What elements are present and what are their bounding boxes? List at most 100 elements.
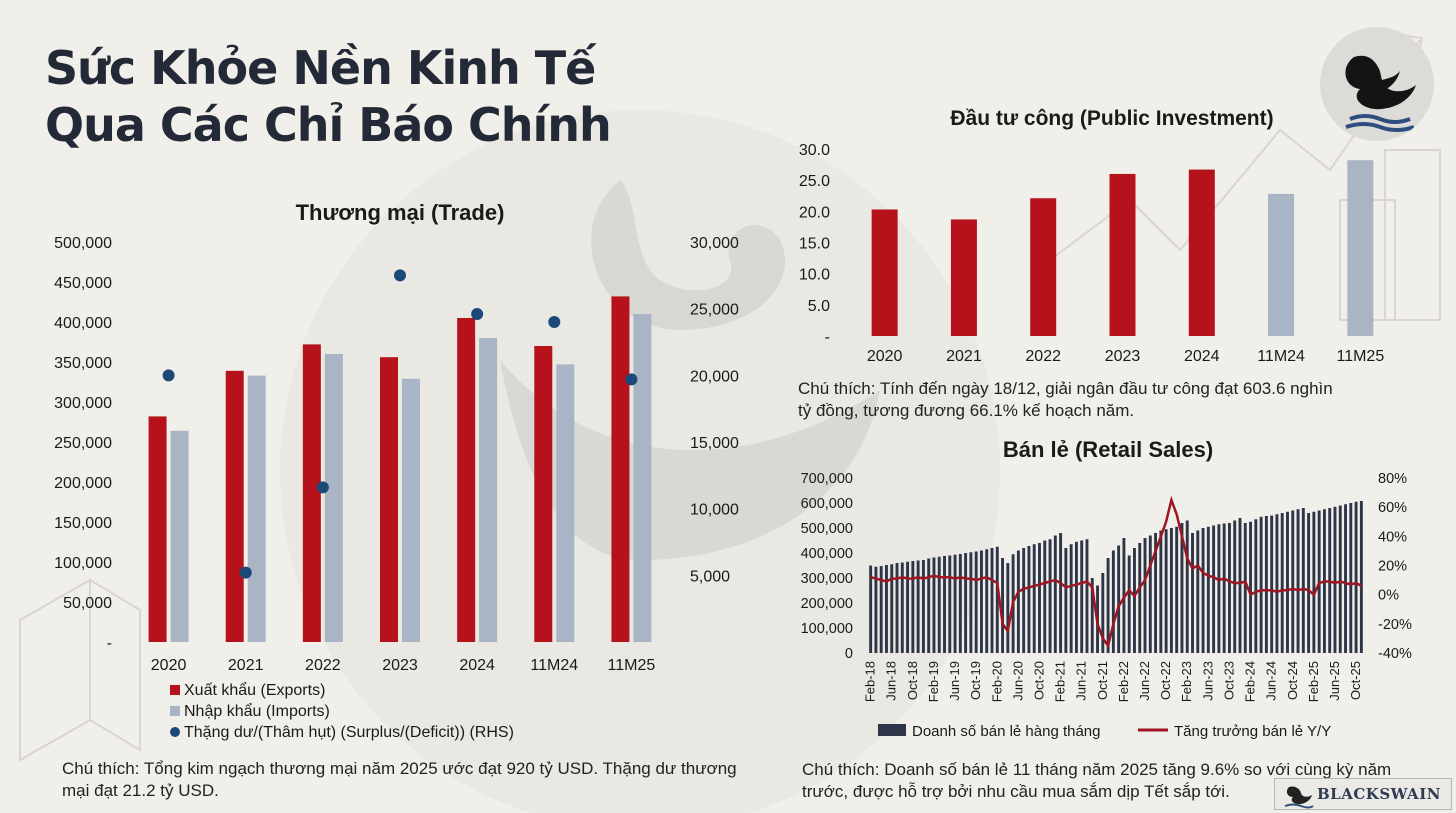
retail-sales-bar — [1249, 521, 1253, 653]
surplus-point — [548, 316, 561, 328]
retail-x-tick: Jun-23 — [1200, 661, 1215, 701]
retail-x-tick: Feb-23 — [1179, 661, 1194, 702]
retail-sales-bar — [1059, 533, 1063, 653]
retail-sales-bar — [1143, 538, 1147, 653]
retail-sales-bar — [1053, 535, 1057, 653]
retail-sales-bar — [1222, 523, 1226, 653]
retail-sales-bar — [1291, 510, 1295, 653]
public-investment-y-tick: 5.0 — [808, 298, 830, 315]
retail-right-tick: 60% — [1378, 500, 1407, 516]
black-swan-logo-icon — [1320, 27, 1434, 141]
trade-left-tick: 300,000 — [54, 395, 112, 412]
retail-sales-bar — [937, 556, 941, 653]
trade-surplus-dots — [162, 269, 638, 579]
retail-sales-bar — [948, 555, 952, 653]
retail-sales-bar — [1238, 518, 1242, 653]
main-title-line-2: Qua Các Chỉ Báo Chính — [45, 98, 612, 152]
retail-sales-bar — [1349, 503, 1353, 653]
retail-sales-bar — [995, 546, 999, 653]
surplus-point — [625, 373, 638, 386]
retail-left-tick: 100,000 — [801, 621, 853, 637]
legend-exports-label: Xuất khẩu (Exports) — [184, 681, 325, 699]
retail-sales-bar — [1001, 558, 1005, 653]
retail-left-tick: 700,000 — [801, 471, 853, 487]
retail-sales-bar — [879, 566, 883, 653]
retail-sales-bar — [969, 552, 973, 653]
legend-surplus-label: Thặng dư/(Thâm hụt) (Surplus/(Deficit)) … — [184, 724, 514, 741]
retail-sales-bar — [1016, 550, 1020, 653]
retail-sales-bar — [1243, 523, 1247, 653]
retail-sales-bar — [900, 562, 904, 653]
retail-left-axis: 0 100,000 200,000 300,000 400,000 500,000 600,… — [801, 471, 853, 662]
retail-sales-bar — [1106, 558, 1110, 653]
retail-right-tick: 80% — [1378, 471, 1407, 487]
retail-sales-bar — [1280, 513, 1284, 653]
main-title-line-1: Sức Khỏe Nền Kinh Tế — [45, 41, 596, 95]
retail-sales-bar — [869, 565, 873, 653]
import-bar — [247, 375, 266, 642]
trade-left-tick: 50,000 — [63, 595, 112, 612]
surplus-point — [239, 566, 252, 579]
retail-growth-line — [870, 495, 1363, 649]
retail-sales-bar — [1090, 578, 1094, 653]
retail-sales-bar — [990, 548, 994, 653]
retail-x-tick: Feb-20 — [989, 661, 1004, 702]
retail-sales-bar — [1338, 505, 1342, 653]
retail-sales-bar — [1354, 501, 1358, 653]
public-investment-x-tick: 2023 — [1105, 348, 1141, 365]
trade-x-tick: 2023 — [382, 657, 418, 674]
retail-sales-bar — [1069, 544, 1073, 653]
retail-x-tick: Jun-20 — [1010, 661, 1025, 701]
retail-legend: Doanh số bán lẻ hàng tháng Tăng trưởng b… — [878, 723, 1331, 740]
legend-retail-sales-swatch — [878, 724, 906, 736]
retail-sales-bar — [1074, 541, 1078, 653]
trade-x-tick: 2022 — [305, 657, 341, 674]
public-investment-y-tick: 10.0 — [799, 267, 830, 284]
legend-retail-growth-label: Tăng trưởng bán lẻ Y/Y — [1174, 723, 1331, 740]
trade-left-tick: - — [107, 635, 112, 652]
retail-x-tick: Feb-24 — [1243, 661, 1258, 702]
import-bar — [170, 430, 189, 642]
retail-sales-bar — [1138, 543, 1142, 653]
public-investment-x-tick: 11M25 — [1336, 348, 1384, 365]
public-investment-y-axis: - 5.0 10.0 15.0 20.0 25.0 30.0 — [799, 142, 830, 346]
retail-sales-bar — [927, 558, 931, 653]
public-investment-y-tick: - — [825, 329, 830, 346]
trade-right-tick: 30,000 — [690, 235, 739, 252]
retail-x-tick: Oct-23 — [1221, 661, 1236, 700]
trade-left-tick: 400,000 — [54, 315, 112, 332]
trade-left-tick: 150,000 — [54, 515, 112, 532]
retail-sales-bar — [1286, 511, 1289, 653]
retail-sales-bar — [890, 564, 894, 653]
legend-retail-sales-label: Doanh số bán lẻ hàng tháng — [912, 723, 1101, 740]
retail-left-tick: 400,000 — [801, 546, 853, 562]
retail-sales-bar — [1344, 504, 1347, 653]
trade-right-tick: 15,000 — [690, 435, 739, 452]
retail-x-tick: Oct-19 — [968, 661, 983, 700]
trade-right-tick: 5,000 — [690, 568, 730, 585]
retail-right-tick: 20% — [1378, 559, 1407, 575]
export-bar — [225, 370, 244, 642]
retail-sales-bar — [1133, 548, 1136, 653]
retail-sales-bar — [1270, 515, 1274, 653]
export-bar — [611, 296, 630, 642]
retail-x-tick: Jun-24 — [1264, 661, 1279, 701]
retail-x-tick: Jun-22 — [1137, 661, 1152, 701]
legend-exports-swatch — [170, 685, 180, 695]
retail-sales-bar — [1175, 526, 1179, 653]
retail-sales-bar — [1111, 550, 1115, 653]
retail-sales-bar — [1312, 511, 1316, 653]
public-investment-bar — [1188, 169, 1215, 336]
surplus-point — [316, 481, 329, 494]
import-bar — [324, 354, 343, 642]
public-investment-x-tick: 2020 — [867, 348, 903, 365]
retail-sales-bar — [1254, 519, 1258, 653]
retail-chart: Bán lẻ (Retail Sales) 0 100,000 200,000 300… — [801, 437, 1412, 740]
retail-sales-bar — [1185, 520, 1189, 653]
retail-left-tick: 200,000 — [801, 596, 853, 612]
public-investment-x-tick: 2021 — [946, 348, 982, 365]
legend-surplus-swatch — [170, 727, 180, 737]
retail-sales-bar — [1027, 546, 1031, 653]
retail-sales-bar — [895, 563, 899, 653]
